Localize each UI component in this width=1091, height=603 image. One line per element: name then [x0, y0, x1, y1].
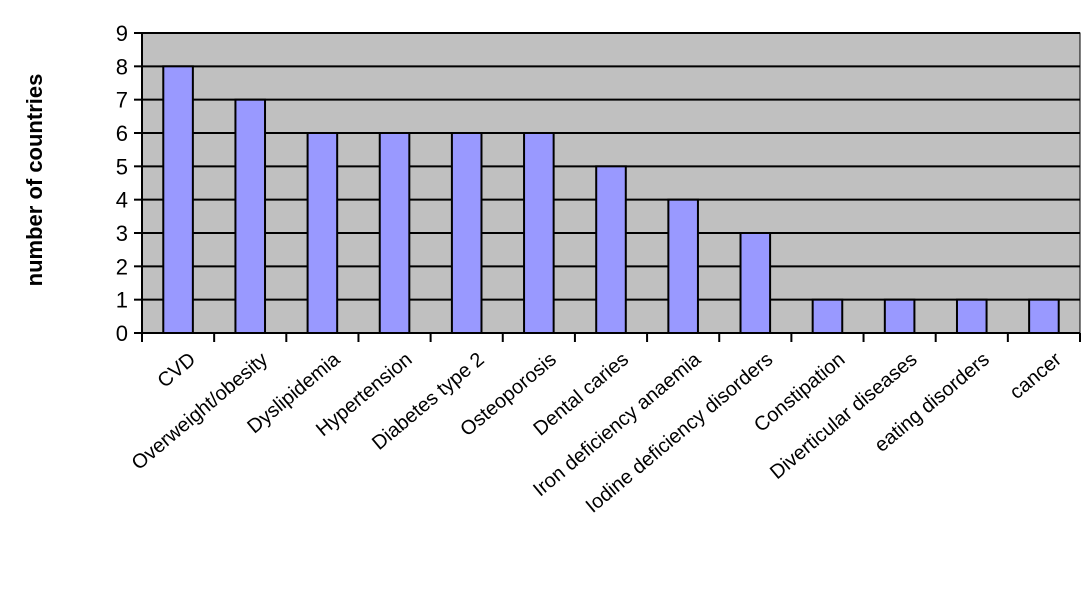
y-tick-label: 3: [116, 221, 128, 246]
bar-osteoporosis: [523, 132, 555, 334]
axes: [134, 32, 1081, 342]
y-tick-labels: 0 1 2 3 4 5 6 7 8 9: [116, 21, 128, 346]
x-tick-labels: CVDOverweight/obesityDyslipidemiaHyperte…: [128, 348, 1066, 518]
y-tick-label: 9: [116, 21, 128, 46]
y-tick-label: 1: [116, 288, 128, 313]
bar-cvd: [162, 65, 194, 334]
y-axis-title: number of countries: [22, 74, 47, 287]
bars: [162, 65, 1060, 334]
bar-diabetes-type-2: [450, 132, 483, 334]
y-tick-label: 4: [116, 188, 128, 213]
bar-eating-disorders: [955, 298, 988, 334]
y-tick-label: 7: [116, 88, 128, 113]
y-tick-label: 2: [116, 254, 128, 279]
y-tick-label: 8: [116, 54, 128, 79]
y-tick-label: 0: [116, 321, 128, 346]
bar-dental-caries: [595, 165, 627, 334]
x-tick-label: cancer: [1006, 348, 1066, 404]
bar-cancer: [1028, 298, 1060, 334]
y-tick-label: 6: [116, 121, 128, 146]
bar-dyslipidemia: [306, 132, 339, 334]
bar-constipation: [811, 298, 844, 334]
y-tick-label: 5: [116, 154, 128, 179]
bar-diverticular-diseases: [883, 298, 916, 334]
bar-iron-deficiency-anaemia: [667, 198, 699, 334]
gridlines: [142, 32, 1080, 301]
bar-iodine-deficiency-disorders: [739, 232, 772, 334]
x-tick-label: CVD: [154, 348, 200, 392]
x-tick-label: Overweight/obesity: [128, 348, 272, 474]
bar-overweight-obesity: [234, 98, 267, 334]
bar-hypertension: [378, 132, 411, 334]
